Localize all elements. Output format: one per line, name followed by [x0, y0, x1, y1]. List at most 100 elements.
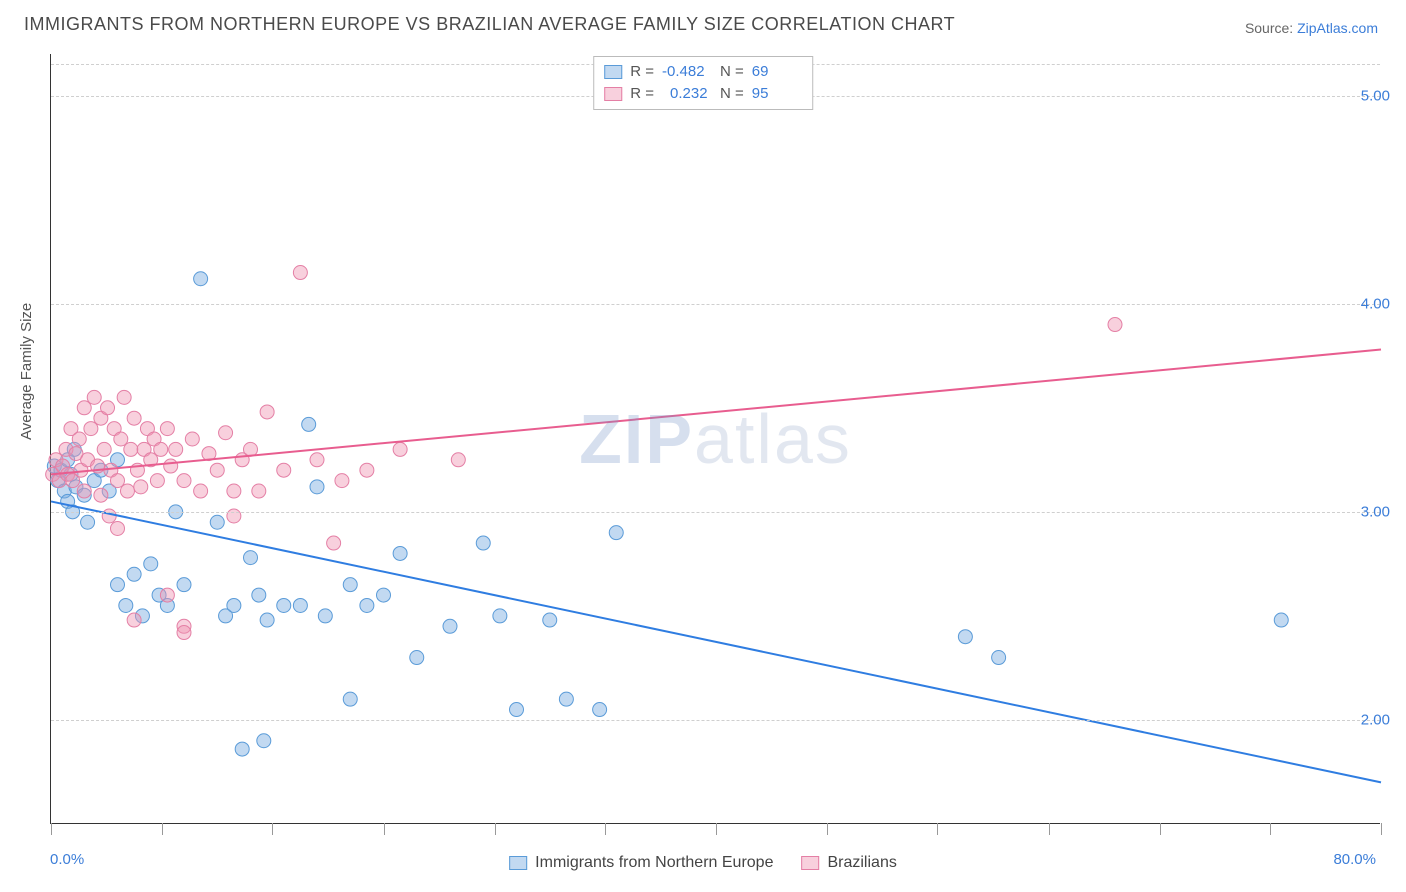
x-tick [162, 823, 163, 835]
source-label: Source: [1245, 20, 1297, 36]
stats-legend-box: R = -0.482 N = 69 R = 0.232 N = 95 [593, 56, 813, 110]
gridline [51, 304, 1380, 305]
data-point [493, 609, 507, 623]
r-label: R = [630, 61, 654, 83]
data-point [177, 474, 191, 488]
legend-label-pink: Brazilians [827, 854, 896, 872]
data-point [117, 390, 131, 404]
x-tick [716, 823, 717, 835]
data-point [227, 484, 241, 498]
data-point [164, 459, 178, 473]
data-point [260, 613, 274, 627]
data-point [310, 453, 324, 467]
data-point [210, 515, 224, 529]
data-point [593, 703, 607, 717]
data-point [609, 526, 623, 540]
x-tick [384, 823, 385, 835]
data-point [1274, 613, 1288, 627]
n-label: N = [720, 61, 744, 83]
data-point [194, 272, 208, 286]
data-point [227, 598, 241, 612]
data-point [277, 463, 291, 477]
y-axis-label: Average Family Size [18, 303, 35, 440]
data-point [393, 442, 407, 456]
data-point [185, 432, 199, 446]
data-point [559, 692, 573, 706]
x-tick [1381, 823, 1382, 835]
data-point [343, 578, 357, 592]
data-point [81, 515, 95, 529]
n-value-blue: 69 [752, 61, 802, 83]
data-point [87, 390, 101, 404]
data-point [97, 442, 111, 456]
data-point [124, 442, 138, 456]
data-point [476, 536, 490, 550]
swatch-pink [604, 87, 622, 101]
data-point [127, 411, 141, 425]
source-attribution: Source: ZipAtlas.com [1245, 20, 1378, 36]
gridline [51, 720, 1380, 721]
data-point [1108, 318, 1122, 332]
bottom-legend: Immigrants from Northern Europe Brazilia… [509, 854, 897, 872]
x-tick [605, 823, 606, 835]
legend-swatch-blue [509, 856, 527, 870]
data-point [111, 521, 125, 535]
data-point [335, 474, 349, 488]
chart-title: IMMIGRANTS FROM NORTHERN EUROPE VS BRAZI… [24, 14, 955, 35]
data-point [393, 546, 407, 560]
data-point [451, 453, 465, 467]
data-point [293, 598, 307, 612]
data-point [119, 598, 133, 612]
data-point [177, 626, 191, 640]
data-point [72, 432, 86, 446]
x-tick [937, 823, 938, 835]
gridline [51, 512, 1380, 513]
legend-item-blue: Immigrants from Northern Europe [509, 854, 773, 872]
r-value-pink: 0.232 [662, 83, 712, 105]
r-label: R = [630, 83, 654, 105]
data-point [410, 651, 424, 665]
data-point [443, 619, 457, 633]
x-tick [1049, 823, 1050, 835]
source-link[interactable]: ZipAtlas.com [1297, 20, 1378, 36]
y-tick-label: 5.00 [1361, 87, 1390, 104]
x-tick [495, 823, 496, 835]
legend-swatch-pink [801, 856, 819, 870]
trend-line [51, 501, 1381, 782]
data-point [510, 703, 524, 717]
swatch-blue [604, 65, 622, 79]
data-point [101, 401, 115, 415]
data-point [154, 442, 168, 456]
y-tick-label: 4.00 [1361, 295, 1390, 312]
data-point [160, 422, 174, 436]
data-point [244, 551, 258, 565]
data-point [177, 578, 191, 592]
legend-item-pink: Brazilians [801, 854, 896, 872]
data-point [252, 484, 266, 498]
data-point [219, 426, 233, 440]
data-point [277, 598, 291, 612]
data-point [377, 588, 391, 602]
data-point [210, 463, 224, 477]
y-tick-label: 3.00 [1361, 503, 1390, 520]
data-point [252, 588, 266, 602]
plot-area: ZIPatlas [50, 54, 1380, 824]
data-point [343, 692, 357, 706]
data-point [144, 557, 158, 571]
data-point [94, 488, 108, 502]
legend-label-blue: Immigrants from Northern Europe [535, 854, 773, 872]
x-tick [1160, 823, 1161, 835]
y-tick-label: 2.00 [1361, 711, 1390, 728]
data-point [360, 463, 374, 477]
data-point [134, 480, 148, 494]
data-point [302, 417, 316, 431]
n-value-pink: 95 [752, 83, 802, 105]
data-point [127, 613, 141, 627]
data-point [293, 266, 307, 280]
data-point [360, 598, 374, 612]
x-min-label: 0.0% [50, 851, 84, 868]
data-point [992, 651, 1006, 665]
r-value-blue: -0.482 [662, 61, 712, 83]
data-point [260, 405, 274, 419]
data-point [194, 484, 208, 498]
